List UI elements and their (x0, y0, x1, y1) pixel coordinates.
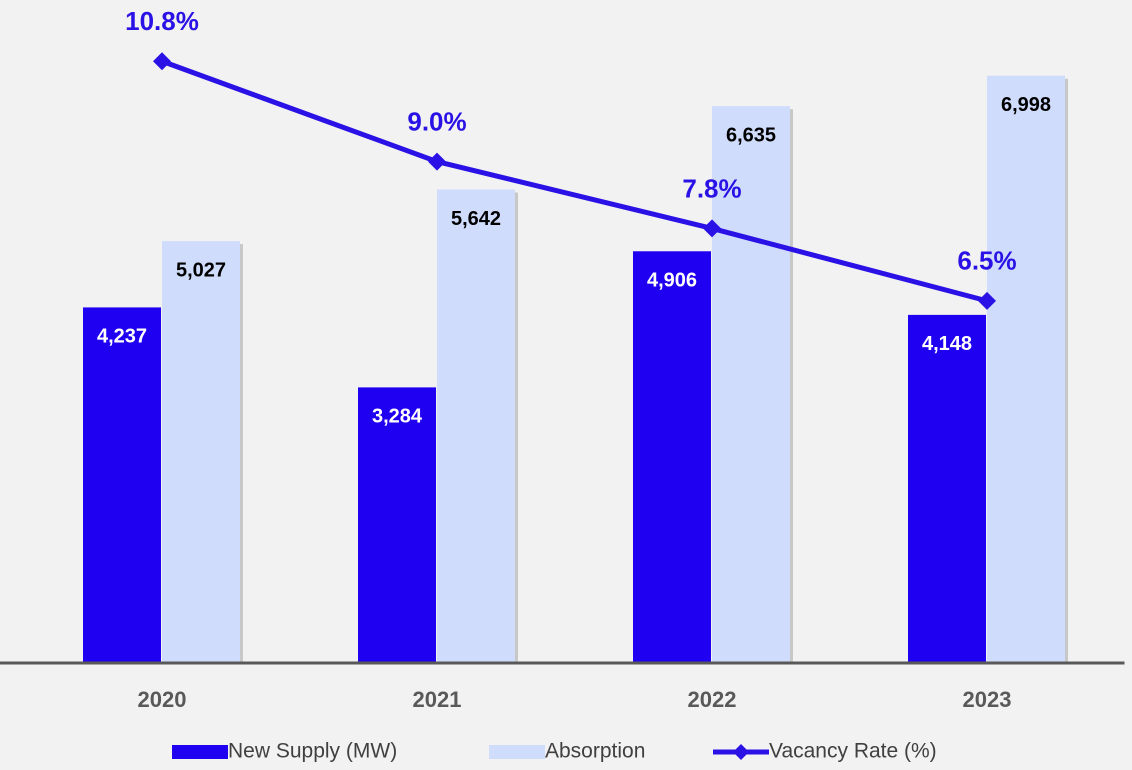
bar (83, 307, 161, 663)
bar (358, 387, 436, 663)
line-marker (153, 52, 171, 71)
line (161, 58, 988, 304)
data-label: 4,148 (922, 333, 972, 355)
bar (712, 106, 790, 663)
legend-swatch (489, 745, 545, 759)
x-tick-label: 2022 (688, 687, 737, 712)
legend-marker (733, 744, 749, 760)
legend-label: New Supply (MW) (228, 740, 397, 763)
line-marker (703, 219, 721, 238)
data-label: 6,998 (1001, 94, 1051, 116)
x-tick-label: 2023 (963, 687, 1012, 712)
data-label: 5,642 (451, 208, 501, 230)
data-label: 4,906 (647, 270, 697, 292)
data-label: 6.5% (957, 246, 1016, 276)
data-label: 4,237 (97, 326, 147, 348)
bar (987, 75, 1065, 664)
bar (908, 314, 986, 663)
bar (437, 189, 515, 664)
bar (162, 241, 240, 663)
data-label: 6,635 (726, 124, 776, 146)
data-label: 3,284 (372, 406, 423, 428)
data-label: 5,027 (176, 259, 226, 281)
data-label: 10.8% (125, 6, 199, 36)
legend-label: Absorption (545, 740, 645, 763)
data-label: 9.0% (407, 106, 466, 136)
line-marker (428, 152, 446, 171)
x-tick-label: 2021 (413, 687, 462, 712)
legend-swatch (172, 745, 228, 759)
bar (633, 251, 711, 663)
data-label: 7.8% (682, 173, 741, 203)
legend-label: Vacancy Rate (%) (769, 740, 937, 763)
x-tick-label: 2020 (138, 687, 187, 712)
line-marker (978, 291, 996, 310)
